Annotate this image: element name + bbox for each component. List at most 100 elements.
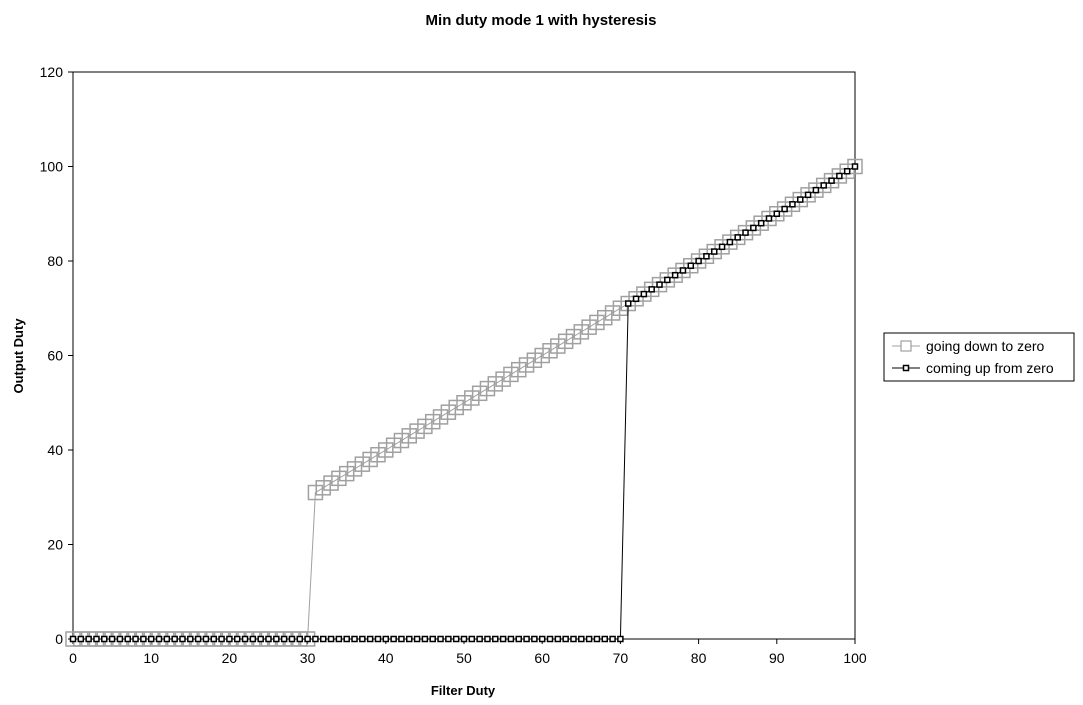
data-point xyxy=(93,635,100,643)
data-point xyxy=(518,357,535,373)
x-tick-label: 70 xyxy=(613,650,629,666)
data-point xyxy=(241,635,249,643)
data-point xyxy=(202,635,210,643)
data-point xyxy=(609,635,616,643)
data-point xyxy=(362,451,378,468)
data-point xyxy=(679,267,687,274)
data-point xyxy=(468,635,476,643)
data-point xyxy=(304,635,311,643)
data-point xyxy=(570,635,577,643)
data-point xyxy=(452,635,460,643)
data-point xyxy=(550,338,566,354)
data-point xyxy=(710,248,718,255)
data-point xyxy=(69,635,77,643)
y-tick-label: 20 xyxy=(47,537,63,553)
y-tick-label: 60 xyxy=(47,348,63,364)
plot-border xyxy=(72,71,856,640)
data-point xyxy=(538,635,546,643)
legend-label: going down to zero xyxy=(926,338,1045,354)
data-point xyxy=(714,239,730,255)
data-point xyxy=(784,196,801,213)
y-axis: 0 20 40 60 80 100 120 xyxy=(40,64,73,647)
data-point xyxy=(753,215,769,231)
data-point xyxy=(617,635,624,643)
data-point xyxy=(703,253,710,260)
data-point xyxy=(651,276,668,293)
data-point xyxy=(249,635,257,643)
data-point xyxy=(359,635,366,643)
data-point xyxy=(327,635,335,643)
x-axis: 0 10 20 30 40 50 60 70 80 90 100 xyxy=(69,639,867,666)
data-point xyxy=(636,286,652,302)
x-tick-label: 50 xyxy=(456,650,472,666)
data-point xyxy=(257,635,264,643)
data-point xyxy=(413,635,421,643)
data-point xyxy=(335,635,343,643)
x-tick-label: 10 xyxy=(143,650,159,666)
data-point xyxy=(437,635,444,643)
data-point xyxy=(147,635,155,643)
data-point xyxy=(163,635,171,643)
data-point xyxy=(578,635,585,643)
data-point xyxy=(171,635,178,643)
data-point xyxy=(789,201,796,208)
data-point xyxy=(108,635,116,643)
data-point xyxy=(562,635,569,643)
x-tick-label: 0 xyxy=(69,650,77,666)
data-point xyxy=(398,635,405,643)
data-point xyxy=(542,343,558,359)
data-point xyxy=(448,399,464,416)
legend: going down to zero coming up from zero xyxy=(883,332,1075,382)
data-point xyxy=(628,291,644,307)
data-point xyxy=(565,328,582,345)
data-point xyxy=(331,470,347,487)
data-point xyxy=(781,205,788,213)
data-point xyxy=(557,333,574,350)
data-point xyxy=(604,305,621,321)
data-point xyxy=(526,352,543,368)
x-axis-label: Filter Duty xyxy=(431,683,496,698)
data-point xyxy=(640,290,648,298)
plot-area xyxy=(72,71,856,640)
data-point xyxy=(338,465,355,482)
data-point xyxy=(656,281,663,288)
data-point xyxy=(495,371,511,387)
data-point xyxy=(445,635,452,643)
data-point xyxy=(589,314,605,331)
legend-marker xyxy=(900,340,912,352)
data-point xyxy=(695,257,702,265)
data-point xyxy=(675,262,691,279)
data-point xyxy=(773,210,781,217)
data-point xyxy=(664,276,671,284)
data-point xyxy=(624,300,632,307)
data-point xyxy=(315,480,331,496)
data-point xyxy=(194,635,202,643)
data-point xyxy=(797,196,804,203)
data-point xyxy=(546,635,554,643)
data-point xyxy=(476,635,483,643)
data-point xyxy=(366,635,374,643)
data-point xyxy=(343,635,350,643)
data-point xyxy=(187,635,194,643)
data-point xyxy=(815,177,832,194)
data-point xyxy=(499,635,507,643)
data-point xyxy=(581,319,597,335)
data-point xyxy=(429,635,436,643)
chart-title: Min duty mode 1 with hysteresis xyxy=(426,12,657,29)
data-point xyxy=(417,418,433,435)
data-point xyxy=(319,635,327,643)
data-point xyxy=(643,281,660,298)
data-point xyxy=(851,163,859,170)
data-point xyxy=(534,347,550,364)
data-point xyxy=(471,385,488,402)
data-point xyxy=(456,395,472,411)
data-point xyxy=(378,442,394,458)
data-point xyxy=(132,635,139,643)
data-point xyxy=(421,635,429,643)
data-point xyxy=(750,224,757,232)
data-point xyxy=(671,271,679,279)
data-point xyxy=(385,437,402,454)
data-point xyxy=(597,309,613,326)
data-point xyxy=(765,215,773,222)
data-point xyxy=(273,635,280,643)
